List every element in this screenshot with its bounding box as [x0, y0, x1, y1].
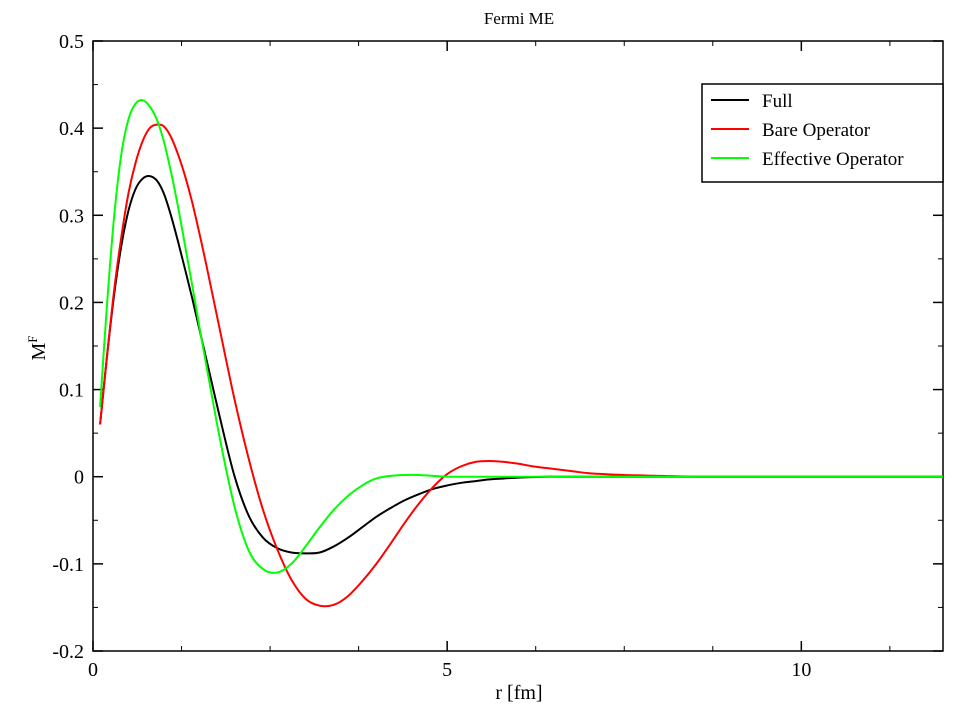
- y-tick-label: 0: [74, 467, 84, 489]
- y-axis-title-superscript: F: [25, 335, 40, 342]
- legend-label-bare-operator: Bare Operator: [762, 120, 871, 141]
- y-tick-label: -0.2: [52, 641, 84, 663]
- legend-label-effective-operator: Effective Operator: [762, 149, 904, 170]
- y-tick-label: 0.5: [59, 31, 84, 53]
- x-tick-label: 0: [88, 659, 98, 681]
- y-tick-label: 0.2: [59, 292, 84, 314]
- y-tick-label: 0.4: [59, 118, 84, 140]
- x-tick-label: 10: [791, 659, 811, 681]
- y-axis-title-main: M: [28, 343, 50, 361]
- data-series: [99, 99, 943, 608]
- legend-label-full: Full: [762, 91, 793, 112]
- y-tick-label: 0.3: [59, 205, 84, 227]
- series-line-effective-operator: [99, 99, 943, 574]
- legend: Full Bare Operator Effective Operator: [701, 83, 944, 183]
- axis-tick-labels: 0 5 10 -0.2 -0.1 0 0.1 0.2 0.3 0.4 0.5: [52, 31, 811, 681]
- x-axis-title: r [fm]: [495, 682, 542, 704]
- chart-title: Fermi ME: [484, 9, 554, 28]
- x-tick-label: 5: [442, 659, 452, 681]
- y-tick-label: -0.1: [52, 554, 84, 576]
- y-tick-label: 0.1: [59, 380, 84, 402]
- y-axis-title: MF: [25, 335, 50, 360]
